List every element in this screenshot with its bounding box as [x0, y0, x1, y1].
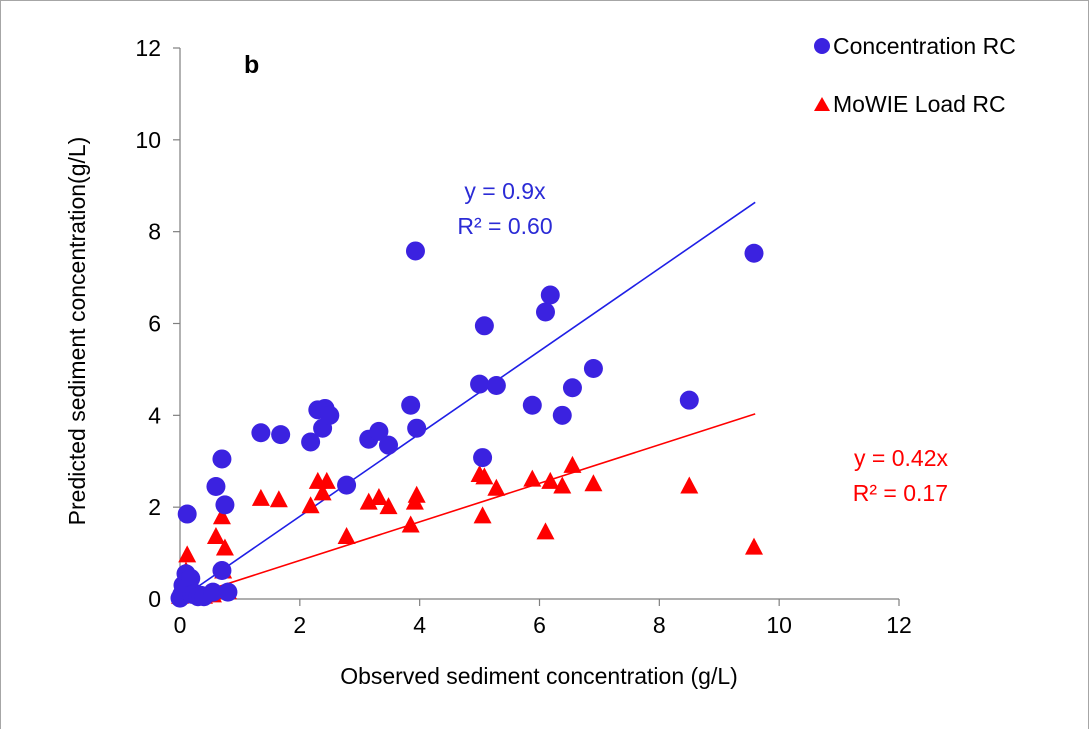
point-concentration-rc — [379, 435, 399, 455]
legend: Concentration RC MoWIE Load RC — [814, 33, 1016, 117]
point-concentration-rc — [470, 374, 490, 394]
legend-label-concentration: Concentration RC — [833, 33, 1016, 59]
panel-label: b — [244, 51, 259, 79]
point-mowie-load-rc — [745, 537, 764, 555]
point-concentration-rc — [486, 375, 506, 395]
y-tick-label: 6 — [148, 311, 161, 337]
trendline-concentration — [179, 201, 756, 600]
point-concentration-rc — [474, 316, 494, 336]
trendline-mowie — [179, 413, 756, 600]
point-concentration-rc — [206, 477, 226, 497]
point-mowie-load-rc — [536, 522, 555, 540]
point-concentration-rc — [552, 405, 572, 425]
y-tick-label: 4 — [148, 402, 161, 428]
equation-concentration: y = 0.9x — [464, 178, 546, 204]
trendlines — [179, 201, 756, 600]
point-mowie-load-rc — [541, 471, 560, 489]
point-concentration-rc — [218, 582, 238, 602]
point-mowie-load-rc — [251, 488, 270, 506]
point-concentration-rc — [215, 495, 235, 515]
point-mowie-load-rc — [401, 515, 420, 533]
point-mowie-load-rc — [359, 492, 378, 510]
point-mowie-load-rc — [317, 471, 336, 489]
y-axis-label: Predicted sediment concentration(g/L) — [64, 137, 90, 526]
data-points — [170, 241, 764, 608]
x-tick-label: 12 — [886, 612, 912, 638]
point-mowie-load-rc — [178, 545, 197, 563]
point-concentration-rc — [401, 395, 421, 415]
point-concentration-rc — [181, 568, 201, 588]
x-tick-label: 4 — [413, 612, 426, 638]
point-concentration-rc — [177, 504, 197, 524]
point-concentration-rc — [405, 241, 425, 261]
y-tick-label: 8 — [148, 219, 161, 245]
legend-circle-marker — [814, 38, 830, 54]
point-mowie-load-rc — [553, 476, 572, 494]
legend-triangle-marker — [814, 97, 830, 111]
point-mowie-load-rc — [215, 538, 234, 556]
point-mowie-load-rc — [369, 487, 388, 505]
point-concentration-rc — [744, 243, 764, 263]
point-concentration-rc — [203, 582, 223, 602]
point-concentration-rc — [301, 432, 321, 452]
point-concentration-rc — [540, 285, 560, 305]
point-mowie-load-rc — [301, 496, 320, 514]
x-tick-label: 6 — [533, 612, 546, 638]
point-concentration-rc — [583, 358, 603, 378]
point-mowie-load-rc — [680, 476, 699, 494]
point-concentration-rc — [271, 425, 291, 445]
point-mowie-load-rc — [523, 469, 542, 487]
point-mowie-load-rc — [337, 527, 356, 545]
point-mowie-load-rc — [313, 483, 332, 501]
point-concentration-rc — [522, 395, 542, 415]
y-tick-label: 0 — [148, 586, 161, 612]
y-tick-label: 2 — [148, 494, 161, 520]
point-mowie-load-rc — [269, 490, 288, 508]
point-mowie-load-rc — [206, 527, 225, 545]
point-concentration-rc — [320, 405, 340, 425]
point-concentration-rc — [369, 421, 389, 441]
r2-mowie: R² = 0.17 — [853, 480, 948, 506]
y-tick-label: 10 — [135, 127, 161, 153]
r2-concentration: R² = 0.60 — [457, 213, 552, 239]
x-tick-label: 8 — [653, 612, 666, 638]
x-tick-label: 0 — [174, 612, 187, 638]
point-concentration-rc — [212, 561, 232, 581]
point-concentration-rc — [212, 449, 232, 469]
point-concentration-rc — [251, 423, 271, 443]
point-concentration-rc — [679, 390, 699, 410]
point-concentration-rc — [473, 448, 493, 468]
point-mowie-load-rc — [379, 497, 398, 515]
point-mowie-load-rc — [212, 507, 231, 525]
point-concentration-rc — [407, 418, 427, 438]
point-concentration-rc — [562, 378, 582, 398]
x-tick-label: 10 — [766, 612, 792, 638]
point-concentration-rc — [337, 475, 357, 495]
point-mowie-load-rc — [584, 474, 603, 492]
point-mowie-load-rc — [473, 506, 492, 524]
x-axis-label: Observed sediment concentration (g/L) — [340, 663, 738, 689]
y-tick-label: 12 — [135, 35, 161, 61]
point-mowie-load-rc — [563, 455, 582, 473]
point-mowie-load-rc — [487, 478, 506, 496]
point-concentration-rc — [535, 302, 555, 322]
legend-label-mowie: MoWIE Load RC — [833, 91, 1006, 117]
x-tick-label: 2 — [293, 612, 306, 638]
point-mowie-load-rc — [475, 467, 494, 485]
equation-mowie: y = 0.42x — [854, 445, 948, 471]
point-mowie-load-rc — [407, 485, 426, 503]
axis-ticks: 0 2 4 6 8 10 12 0 2 4 6 8 10 12 — [135, 35, 911, 638]
